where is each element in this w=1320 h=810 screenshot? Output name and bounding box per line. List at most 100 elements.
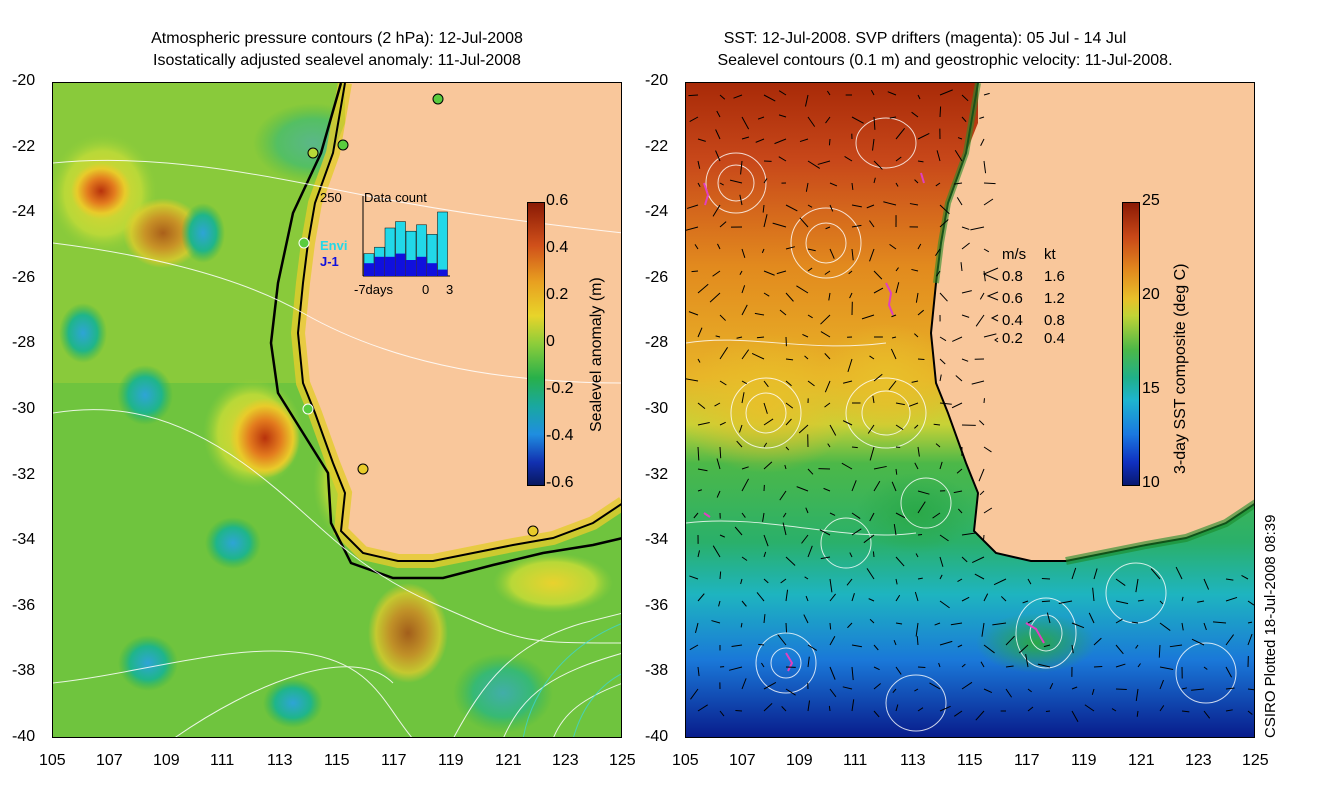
velocity-arrow — [828, 138, 831, 146]
velocity-legend-ms-3: 0.2 — [1002, 330, 1023, 347]
velocity-arrow — [756, 592, 765, 602]
velocity-arrow — [712, 204, 721, 217]
velocity-arrow — [950, 622, 963, 626]
velocity-arrow — [820, 331, 831, 338]
velocity-arrow — [909, 203, 919, 206]
velocity-arrow — [716, 458, 721, 470]
velocity-arrow — [731, 644, 743, 648]
velocity-arrow — [851, 116, 864, 124]
velocity-arrow — [891, 336, 897, 339]
velocity-arrow — [889, 116, 897, 119]
velocity-arrow — [895, 594, 901, 602]
velocity-arrow — [983, 688, 993, 694]
velocity-arrow — [824, 402, 831, 408]
velocity-arrow — [851, 512, 861, 519]
velocity-arrow — [895, 402, 905, 406]
velocity-arrow — [846, 578, 853, 586]
velocity-arrow — [719, 314, 726, 321]
velocity-arrow — [1071, 644, 1074, 654]
velocity-arrow — [739, 270, 743, 275]
velocity-arrow — [807, 116, 816, 127]
velocity-arrow — [935, 443, 941, 448]
velocity-arrow — [1043, 644, 1051, 648]
velocity-arrow — [851, 699, 855, 712]
velocity-arrow — [842, 380, 853, 384]
velocity-arrow — [716, 110, 721, 118]
velocity-arrow — [842, 420, 853, 426]
velocity-arrow — [1191, 688, 1205, 691]
velocity-arrow — [993, 578, 1007, 586]
left-title-line2: Isostatically adjusted sealevel anomaly:… — [153, 52, 521, 69]
velocity-arrow — [957, 644, 963, 648]
velocity-arrow — [807, 656, 810, 668]
velocity-arrow — [939, 336, 947, 342]
velocity-arrow — [779, 490, 787, 501]
velocity-arrow — [785, 246, 795, 250]
velocity-arrow — [917, 132, 930, 140]
velocity-arrow — [825, 226, 831, 230]
velocity-arrow — [694, 622, 699, 634]
velocity-arrow — [917, 577, 923, 580]
velocity-arrow — [873, 683, 881, 690]
velocity-arrow — [1247, 688, 1254, 691]
velocity-arrow — [824, 353, 831, 360]
velocity-arrow — [939, 358, 946, 365]
velocity-arrow — [1027, 706, 1034, 712]
velocity-arrow — [807, 267, 813, 272]
sealevel-colorbar-tick: 0.2 — [546, 286, 569, 303]
velocity-arrow — [917, 160, 924, 163]
velocity-arrow — [939, 640, 953, 646]
velocity-arrow — [785, 402, 794, 409]
velocity-arrow — [697, 550, 701, 558]
velocity-arrow — [960, 262, 963, 272]
velocity-arrow — [807, 545, 813, 558]
velocity-arrow — [785, 556, 796, 566]
velocity-arrow — [763, 214, 768, 228]
velocity-arrow — [1025, 654, 1029, 668]
velocity-arrow — [829, 688, 837, 698]
velocity-arrow — [1135, 644, 1139, 649]
velocity-arrow — [980, 138, 985, 147]
velocity-arrow — [895, 556, 905, 567]
velocity-arrow — [1049, 682, 1054, 690]
velocity-arrow — [1131, 621, 1139, 624]
velocity-arrow — [785, 688, 796, 696]
velocity-arrow — [891, 314, 897, 318]
velocity-arrow — [763, 681, 777, 690]
velocity-arrow — [799, 138, 809, 143]
inset-j1-bar — [395, 253, 406, 276]
velocity-arrow — [741, 380, 747, 385]
velocity-arrow — [697, 160, 701, 169]
velocity-arrow — [785, 418, 792, 426]
velocity-arrow — [1027, 688, 1032, 693]
velocity-arrow — [939, 89, 953, 96]
left-x-tick: 125 — [609, 752, 636, 769]
velocity-arrow — [983, 593, 989, 602]
velocity-arrow — [779, 309, 787, 316]
velocity-arrow — [690, 688, 699, 700]
geostrophic-velocity-arrows — [686, 89, 1254, 722]
velocity-arrow — [935, 248, 941, 257]
inset-ymax-label: 250 — [320, 190, 342, 205]
velocity-arrow — [908, 402, 919, 407]
velocity-arrow — [805, 507, 809, 514]
velocity-arrow — [841, 462, 853, 470]
velocity-arrow — [1093, 637, 1102, 646]
velocity-arrow — [954, 149, 963, 162]
velocity-arrow — [974, 573, 985, 580]
velocity-arrow — [829, 593, 837, 602]
velocity-arrow — [799, 217, 809, 228]
velocity-arrow — [1137, 663, 1141, 668]
velocity-arrow — [686, 204, 699, 209]
velocity-arrow — [955, 375, 963, 382]
velocity-arrow — [1181, 622, 1184, 631]
sealevel-colorbar-tick: 0 — [546, 333, 555, 350]
velocity-arrow — [983, 446, 992, 453]
inset-xlabel-start: -7days — [354, 282, 394, 297]
velocity-arrow — [895, 468, 898, 475]
velocity-arrow — [712, 270, 721, 277]
velocity-arrow — [697, 283, 709, 294]
velocity-arrow — [691, 270, 699, 273]
velocity-arrow — [992, 622, 1007, 626]
velocity-legend-ms-1: 0.6 — [1002, 290, 1023, 307]
